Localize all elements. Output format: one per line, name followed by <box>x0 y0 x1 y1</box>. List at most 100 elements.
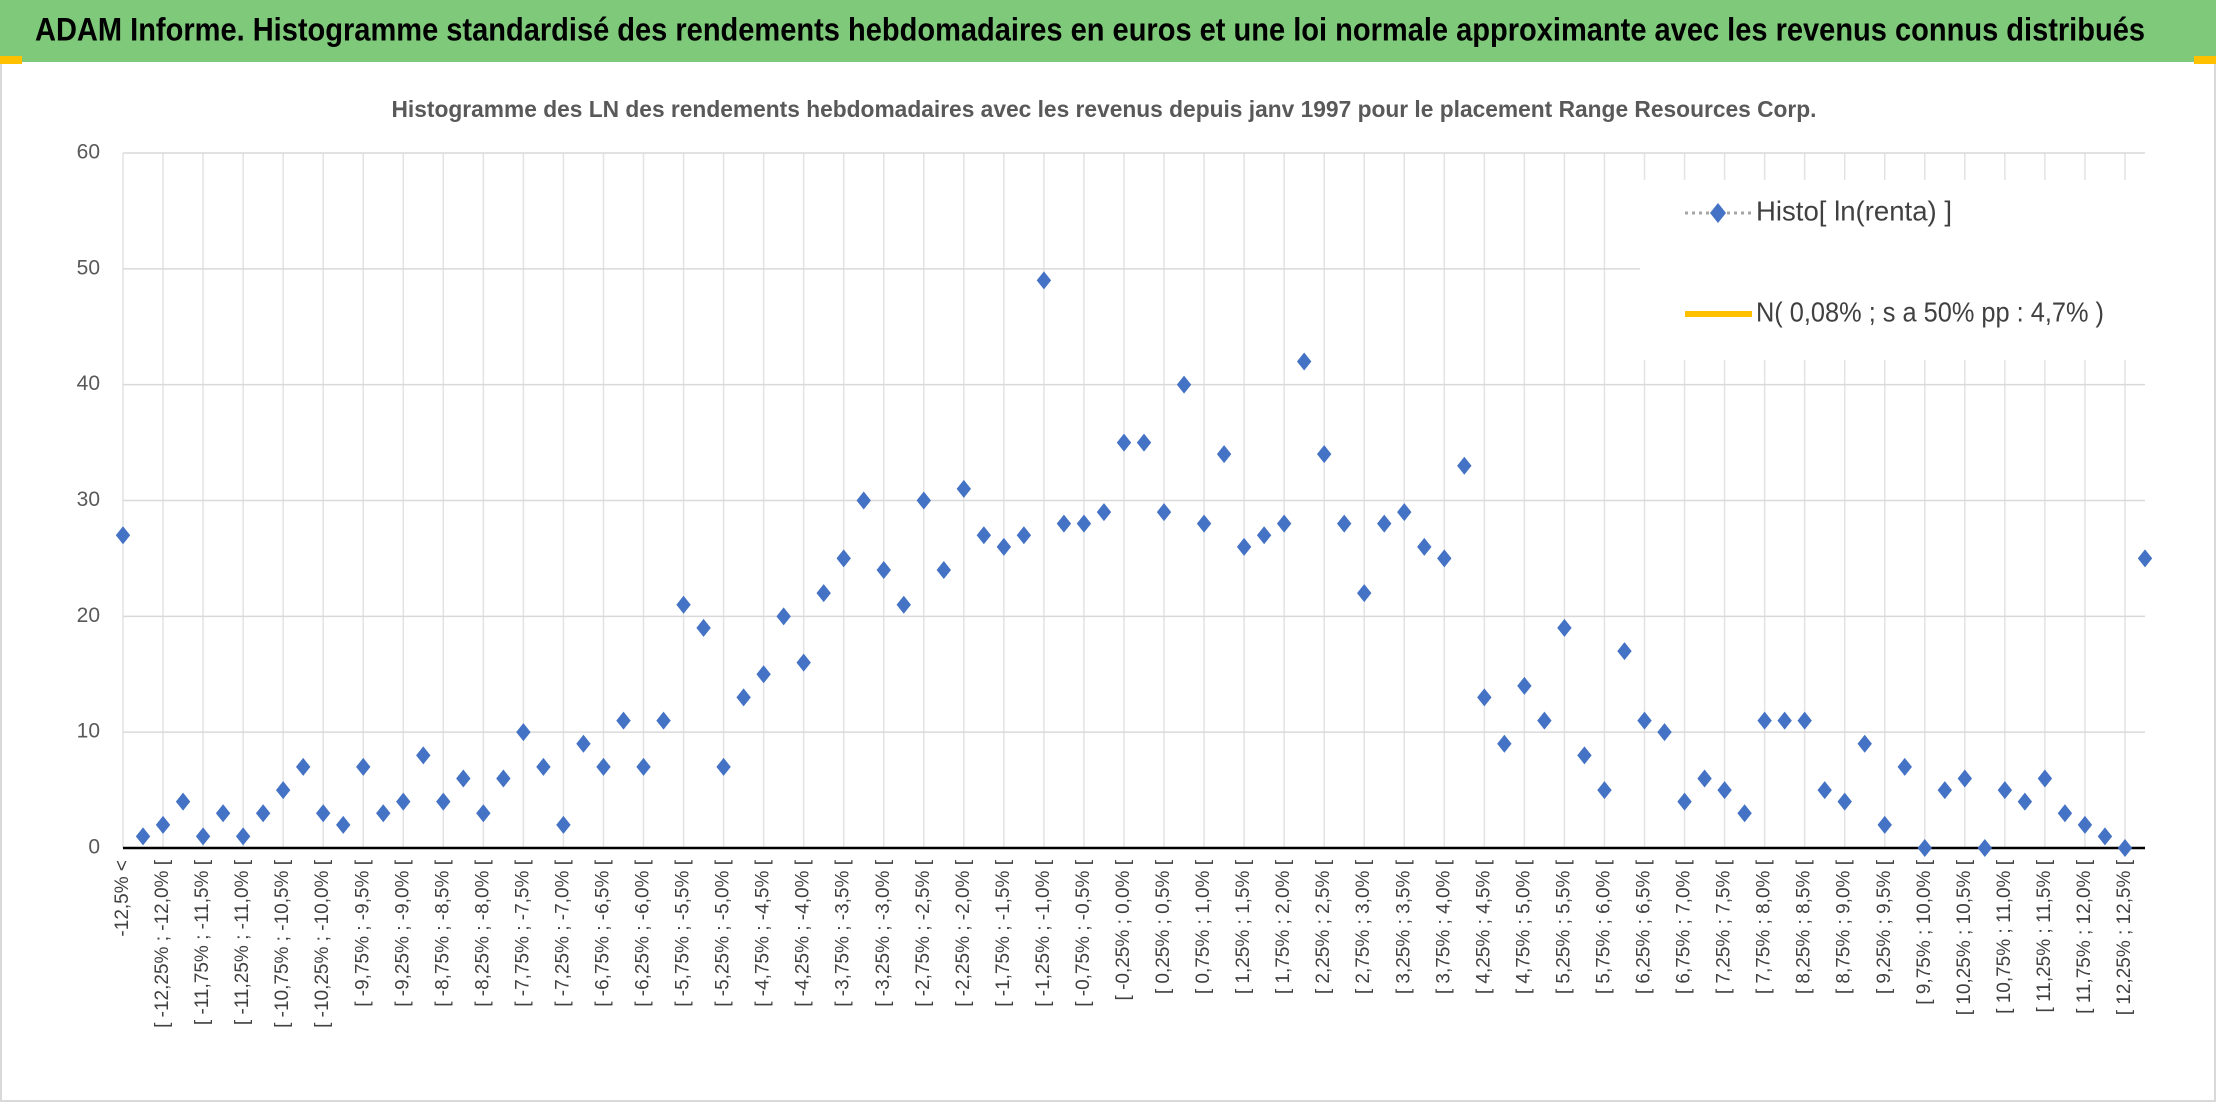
marker <box>1156 503 1172 522</box>
y-tick-label: 60 <box>77 141 100 164</box>
marker <box>1857 734 1872 753</box>
x-tick-label: [ -5,25% ; -5,0% [ <box>713 859 734 1007</box>
legend-box <box>1640 180 2145 360</box>
x-tick-label: [ 10,25% ; 10,5% [ <box>1954 859 1975 1015</box>
marker <box>1056 514 1072 533</box>
x-tick-label: [ 0,75% ; 1,0% [ <box>1193 859 1214 994</box>
x-tick-label: [ 2,75% ; 3,0% [ <box>1353 859 1374 994</box>
legend-label: Histo[ ln(renta) ] <box>1756 195 1952 226</box>
x-tick-label: [ -7,25% ; -7,0% [ <box>552 859 573 1007</box>
marker <box>1517 676 1532 695</box>
marker <box>235 827 251 846</box>
marker <box>396 792 411 811</box>
marker <box>1296 352 1312 371</box>
marker <box>736 688 751 707</box>
marker <box>996 537 1012 556</box>
marker <box>275 781 291 800</box>
marker <box>1997 781 2013 800</box>
marker <box>1216 445 1232 464</box>
x-tick-label: [ -5,75% ; -5,5% [ <box>673 859 694 1007</box>
marker <box>916 491 931 510</box>
marker <box>1136 433 1152 452</box>
x-tick-label: [ 5,25% ; 5,5% [ <box>1553 859 1574 994</box>
marker <box>1357 584 1372 603</box>
marker <box>1477 688 1492 707</box>
marker <box>1196 514 1212 533</box>
marker <box>1036 271 1052 290</box>
marker <box>696 618 711 637</box>
marker <box>1457 456 1472 475</box>
x-tick-label: [ 4,75% ; 5,0% [ <box>1513 859 1534 994</box>
marker <box>215 804 231 823</box>
marker <box>1697 769 1712 788</box>
y-tick-label: 20 <box>77 604 100 627</box>
marker <box>2077 815 2093 834</box>
marker <box>2137 549 2153 568</box>
marker <box>2057 804 2073 823</box>
marker <box>356 757 371 776</box>
x-tick-label: [ -7,75% ; -7,5% [ <box>512 859 533 1007</box>
x-tick-label: [ -10,25% ; -10,0% [ <box>312 859 333 1028</box>
marker <box>1917 839 1932 857</box>
x-tick-label: [ 4,25% ; 4,5% [ <box>1473 859 1494 994</box>
marker <box>436 792 451 811</box>
marker <box>1076 514 1092 533</box>
x-tick-label: [ -11,25% ; -11,0% [ <box>232 859 253 1025</box>
marker <box>2017 792 2033 811</box>
marker <box>1577 746 1592 765</box>
plot-area: 0 10 20 30 40 50 60 -12,5% < [ -12,25% ; -12,0% … <box>77 141 2153 1028</box>
x-tick-label: [ 1,25% ; 1,5% [ <box>1233 859 1254 994</box>
marker <box>936 561 952 579</box>
corner <box>0 56 22 64</box>
marker <box>1236 537 1252 556</box>
x-tick-label: [ 11,75% ; 12,0% [ <box>2074 859 2095 1014</box>
x-tick-label: [ 11,25% ; 11,5% [ <box>2034 859 2055 1012</box>
marker <box>1116 433 1132 452</box>
x-tick-label: [ -11,75% ; -11,5% [ <box>192 859 213 1025</box>
x-tick-label: [ -4,25% ; -4,0% [ <box>793 859 814 1007</box>
legend-marker <box>1710 203 1726 223</box>
marker <box>516 723 531 742</box>
x-tick-label: [ -2,25% ; -2,0% [ <box>953 859 974 1007</box>
marker <box>315 804 331 823</box>
x-tick-label: [ 9,25% ; 9,5% [ <box>1874 859 1895 994</box>
marker <box>1377 514 1392 533</box>
marker <box>856 491 871 510</box>
marker <box>896 595 911 614</box>
marker <box>876 561 891 579</box>
marker <box>1957 769 1973 788</box>
x-tick-label: [ -1,25% ; -1,0% [ <box>1033 859 1054 1007</box>
x-tick-label: [ 6,75% ; 7,0% [ <box>1674 859 1695 994</box>
legend-label: N( 0,08% ; s a 50% pp : 4,7% ) <box>1756 296 2104 327</box>
marker <box>596 757 611 776</box>
chart-subtitle: Histogramme des LN des rendements hebdom… <box>392 96 1817 122</box>
x-tick-label: [ 7,25% ; 7,5% [ <box>1714 859 1735 994</box>
marker <box>195 827 211 846</box>
marker <box>416 746 431 765</box>
x-tick-label: [ 3,75% ; 4,0% [ <box>1433 859 1454 994</box>
marker <box>1016 526 1032 545</box>
marker <box>1777 711 1792 730</box>
x-tick-label: [ -8,25% ; -8,0% [ <box>472 859 493 1007</box>
y-tick-label: 50 <box>77 256 100 279</box>
x-tick-label: [ 9,75% ; 10,0% [ <box>1914 859 1935 1004</box>
marker <box>376 804 391 823</box>
y-tick-label: 30 <box>77 488 100 511</box>
x-tick-label: [ -1,75% ; -1,5% [ <box>993 859 1014 1007</box>
marker <box>1637 711 1652 730</box>
marker <box>476 804 491 823</box>
marker <box>1537 711 1552 730</box>
marker <box>1757 711 1772 730</box>
x-tick-label: [ -0,25% ; 0,0% [ <box>1113 859 1134 1000</box>
marker <box>796 653 811 672</box>
marker <box>1397 503 1412 522</box>
marker <box>576 734 591 753</box>
marker <box>115 526 131 545</box>
x-tick-label: [ -2,75% ; -2,5% [ <box>913 859 934 1007</box>
marker <box>976 526 992 545</box>
x-tick-label: [ 10,75% ; 11,0% [ <box>1994 859 2015 1014</box>
x-tick-label: [ -10,75% ; -10,5% [ <box>272 859 293 1028</box>
marker <box>155 815 171 834</box>
y-tick-label: 40 <box>77 372 100 395</box>
